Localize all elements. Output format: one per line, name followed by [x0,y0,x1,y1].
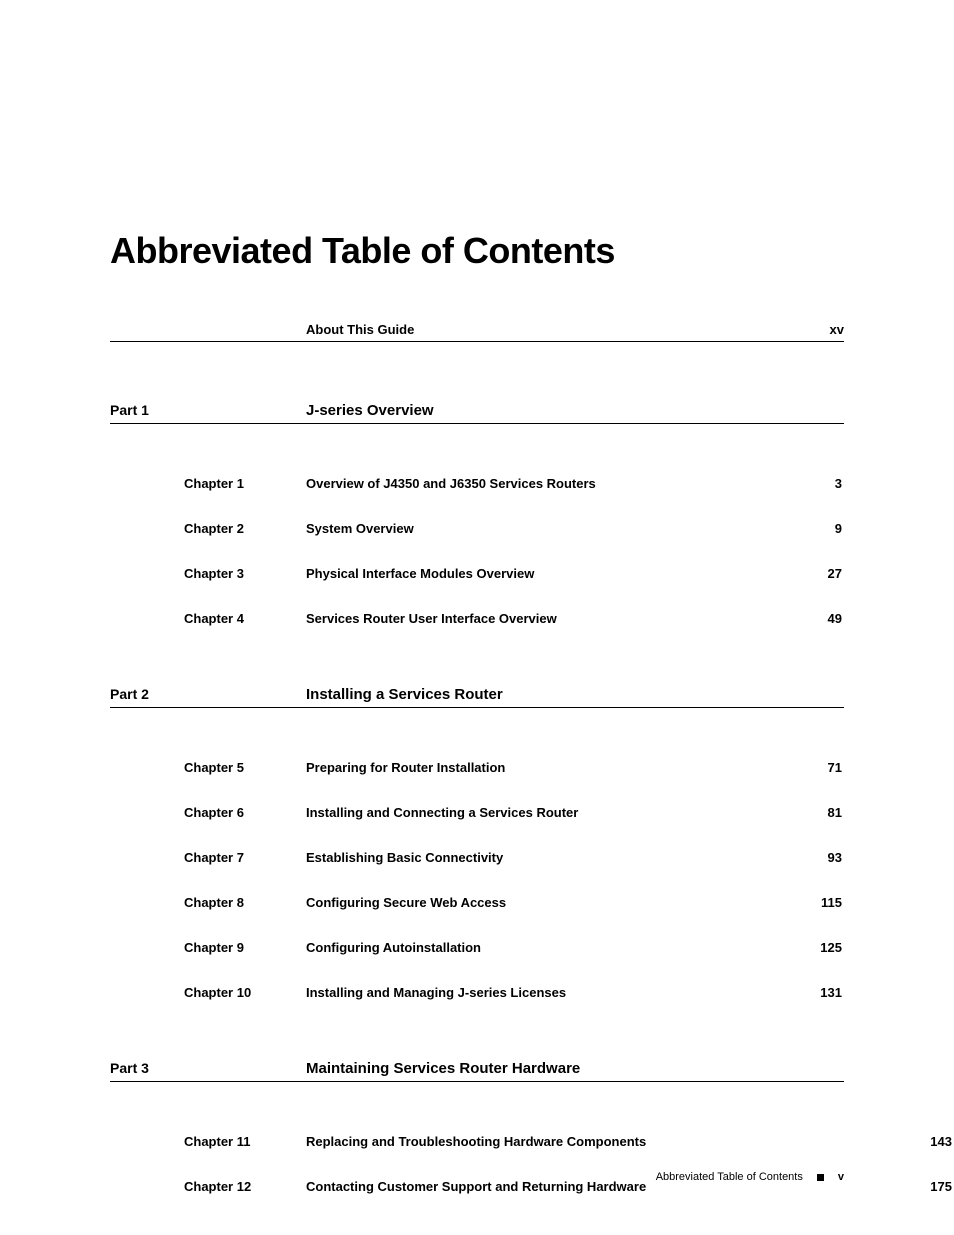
footer-text: Abbreviated Table of Contents [656,1171,803,1183]
chapter-page: 9 [835,521,842,536]
part-label: Part 1 [110,402,184,418]
spacer [110,581,844,611]
chapter-page: 131 [820,985,842,1000]
chapter-page: 3 [835,476,842,491]
chapter-body: Configuring Secure Web Access 115 [306,895,842,910]
chapter-body: Configuring Autoinstallation 125 [306,940,842,955]
spacer [110,955,844,985]
chapter-label: Chapter 3 [184,566,306,581]
about-page: xv [830,322,844,337]
chapter-row: Chapter 2System Overview 9 [110,521,844,536]
part-title: Installing a Services Router [306,686,503,703]
spacer [110,910,844,940]
chapter-body: Contacting Customer Support and Returnin… [306,1179,952,1194]
chapter-row: Chapter 10Installing and Managing J-seri… [110,985,844,1000]
spacer [110,820,844,850]
part-title-body: J-series Overview [306,402,844,419]
footer-page: v [838,1171,844,1183]
chapter-page: 71 [828,760,842,775]
part-row: Part 2 Installing a Services Router [110,686,844,708]
chapter-row: Chapter 7Establishing Basic Connectivity… [110,850,844,865]
chapter-row: Chapter 4Services Router User Interface … [110,611,844,626]
chapter-label: Chapter 8 [184,895,306,910]
chapter-title: Establishing Basic Connectivity [306,850,503,865]
square-icon [817,1174,824,1181]
about-row: About This Guide xv [110,322,844,342]
spacer [110,1000,844,1052]
chapter-label: Chapter 11 [184,1134,306,1149]
spacer [110,342,844,394]
chapter-title: Installing and Managing J-series License… [306,985,566,1000]
chapter-page: 81 [828,805,842,820]
chapter-label: Chapter 4 [184,611,306,626]
chapter-page: 143 [930,1134,952,1149]
chapter-label: Chapter 10 [184,985,306,1000]
chapter-title: Replacing and Troubleshooting Hardware C… [306,1134,646,1149]
chapter-label: Chapter 2 [184,521,306,536]
doc-title: Abbreviated Table of Contents [110,230,844,272]
chapter-title: Installing and Connecting a Services Rou… [306,805,578,820]
chapter-title: Services Router User Interface Overview [306,611,557,626]
chapter-title: Preparing for Router Installation [306,760,505,775]
chapter-row: Chapter 1Overview of J4350 and J6350 Ser… [110,476,844,491]
part-label: Part 3 [110,1060,184,1076]
chapter-row: Chapter 3Physical Interface Modules Over… [110,566,844,581]
chapter-label: Chapter 7 [184,850,306,865]
chapter-title: Configuring Secure Web Access [306,895,506,910]
chapter-body: Services Router User Interface Overview 4… [306,611,842,626]
chapter-body: System Overview 9 [306,521,842,536]
chapter-body: Installing and Connecting a Services Rou… [306,805,842,820]
parts-container: Part 1 J-series Overview Chapter 1Overview… [110,402,844,1194]
spacer [110,536,844,566]
spacer [110,708,844,760]
part-title: Maintaining Services Router Hardware [306,1060,580,1077]
chapter-page: 125 [820,940,842,955]
chapter-page: 93 [828,850,842,865]
spacer [110,865,844,895]
part-title-body: Maintaining Services Router Hardware [306,1060,844,1077]
chapter-body: Replacing and Troubleshooting Hardware C… [306,1134,952,1149]
chapter-title: System Overview [306,521,414,536]
chapter-title: Contacting Customer Support and Returnin… [306,1179,646,1194]
chapter-label: Chapter 5 [184,760,306,775]
chapter-body: Installing and Managing J-series License… [306,985,842,1000]
page: Abbreviated Table of Contents About This… [0,0,954,1235]
spacer [110,775,844,805]
spacer [110,491,844,521]
part-row: Part 1 J-series Overview [110,402,844,424]
chapter-body: Physical Interface Modules Overview 27 [306,566,842,581]
part-label: Part 2 [110,686,184,702]
part-title: J-series Overview [306,402,434,419]
chapter-title: Configuring Autoinstallation [306,940,481,955]
chapter-body: Establishing Basic Connectivity 93 [306,850,842,865]
chapter-page: 49 [828,611,842,626]
chapter-body: Preparing for Router Installation 71 [306,760,842,775]
chapter-title: Overview of J4350 and J6350 Services Rou… [306,476,596,491]
spacer [110,424,844,476]
about-title: About This Guide [306,322,414,337]
chapter-row: Chapter 8Configuring Secure Web Access 11… [110,895,844,910]
chapter-page: 115 [821,895,842,910]
chapter-label: Chapter 6 [184,805,306,820]
chapter-title: Physical Interface Modules Overview [306,566,534,581]
chapter-row: Chapter 6Installing and Connecting a Ser… [110,805,844,820]
about-body: About This Guide xv [306,322,844,337]
chapter-row: Chapter 11Replacing and Troubleshooting … [110,1134,844,1149]
chapter-label: Chapter 12 [184,1179,306,1194]
chapter-row: Chapter 9Configuring Autoinstallation 125 [110,940,844,955]
chapter-page: 27 [828,566,842,581]
footer: Abbreviated Table of Contents v [656,1171,844,1183]
chapter-page: 175 [930,1179,952,1194]
chapter-label: Chapter 1 [184,476,306,491]
part-row: Part 3 Maintaining Services Router Hardwa… [110,1060,844,1082]
spacer [110,626,844,678]
part-title-body: Installing a Services Router [306,686,844,703]
chapter-body: Overview of J4350 and J6350 Services Rou… [306,476,842,491]
spacer [110,1082,844,1134]
chapter-row: Chapter 5Preparing for Router Installati… [110,760,844,775]
chapter-label: Chapter 9 [184,940,306,955]
